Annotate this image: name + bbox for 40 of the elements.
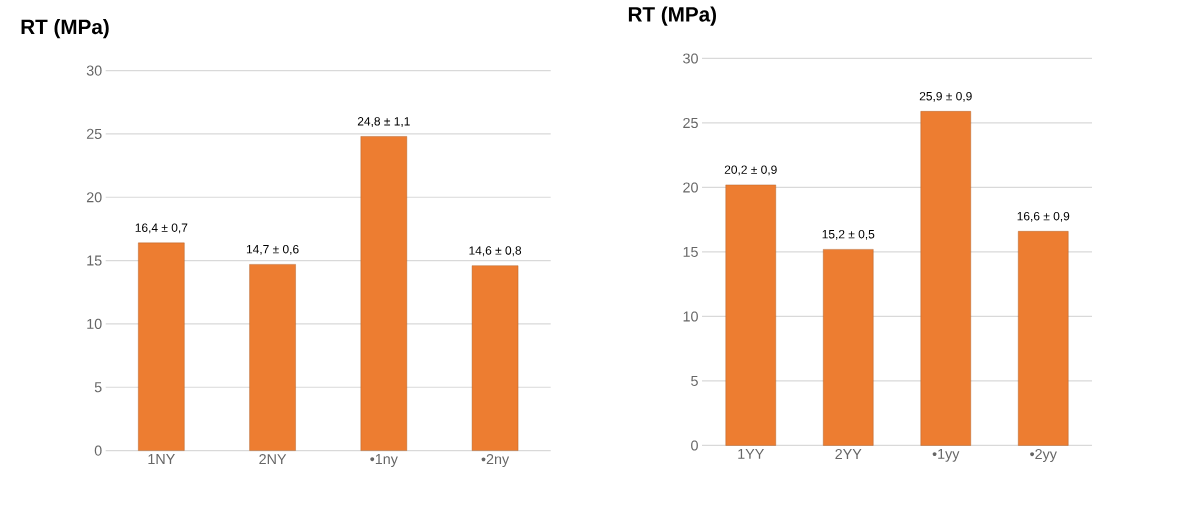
y-tick-label: 15	[87, 255, 102, 266]
data-label: 15,2 ± 0,5	[822, 229, 875, 240]
x-tick-label: 2NY	[259, 454, 287, 465]
y-tick-label: 20	[86, 192, 102, 203]
bar	[360, 136, 408, 451]
x-tick-label: •2ny	[481, 454, 510, 468]
y-tick-label: 5	[94, 382, 102, 393]
y-tick-label: 5	[691, 375, 698, 386]
y-tick-label: 20	[683, 182, 698, 193]
y-tick-label: 0	[691, 440, 698, 451]
bar	[725, 184, 776, 446]
bar	[920, 111, 971, 446]
x-tick-label: •1ny	[370, 454, 398, 467]
chart-title: RT (MPa)	[21, 19, 109, 39]
y-tick-label: 25	[86, 128, 102, 139]
x-tick-label: 1YY	[738, 448, 764, 459]
data-label: 14,7 ± 0,6	[246, 244, 299, 255]
y-tick-label: 10	[683, 311, 698, 322]
y-tick-label: 10	[87, 318, 102, 329]
data-label: 16,6 ± 0,9	[1017, 211, 1070, 222]
data-label: 24,8 ± 1,1	[357, 117, 410, 127]
data-label: 25,9 ± 0,9	[919, 91, 972, 102]
x-tick-label: 2YY	[835, 448, 862, 459]
bar	[138, 242, 185, 451]
y-tick-label: 25	[683, 117, 698, 129]
data-label: 20,2 ± 0,9	[724, 165, 777, 176]
y-tick-label: 30	[86, 65, 102, 76]
y-tick-label: 15	[683, 246, 698, 257]
bar	[249, 264, 296, 451]
x-tick-label: •2yy	[1030, 448, 1057, 462]
bar	[1018, 231, 1069, 446]
bar	[823, 249, 874, 446]
x-tick-label: •1yy	[932, 448, 960, 462]
chart-title: RT (MPa)	[628, 6, 716, 26]
data-label: 16,4 ± 0,7	[135, 223, 188, 234]
y-tick-label: 0	[94, 445, 102, 456]
x-tick-label: 1NY	[148, 454, 175, 464]
data-label: 14,6 ± 0,8	[469, 246, 522, 257]
y-tick-label: 30	[683, 53, 698, 64]
bar	[471, 265, 519, 451]
